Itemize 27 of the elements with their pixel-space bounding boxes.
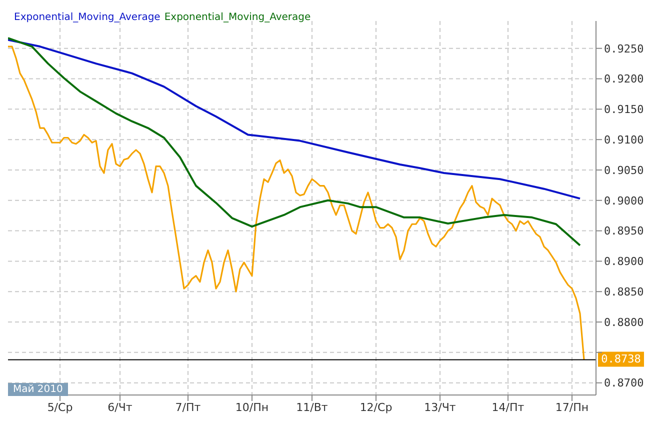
x-tick-label: 12/Ср	[360, 400, 392, 414]
x-tick-label: 10/Пн	[235, 400, 269, 414]
x-tick-label: 17/Пн	[555, 400, 589, 414]
y-tick-label: 0.9150	[604, 103, 644, 116]
y-tick-label: 0.8950	[604, 224, 644, 238]
ref-line-label: 0.8738	[601, 352, 641, 366]
x-tick-label: 13/Чт	[424, 400, 456, 414]
annotation: Май 2010	[8, 383, 68, 396]
y-tick-label: 0.8800	[604, 316, 644, 329]
y-tick-label: 0.9050	[604, 164, 644, 177]
x-tick-label: 11/Вт	[296, 400, 328, 414]
y-tick-label: 0.9100	[604, 133, 644, 146]
y-tick-label: 0.8700	[604, 376, 644, 390]
y-tick-label: 0.9000	[604, 194, 644, 208]
y-tick-label: 0.8900	[604, 255, 644, 268]
line-series	[8, 46, 585, 361]
text: Exponential_Moving_Average	[164, 12, 311, 23]
x-tick-label: 6/Чт	[108, 400, 133, 414]
y-tick-label: 0.9200	[604, 72, 644, 86]
x-tick-label: 14/Пт	[492, 400, 525, 414]
x-tick-label: 7/Пт	[175, 400, 202, 414]
series-label: Exponential_Moving_Average	[14, 12, 160, 23]
line-series	[8, 38, 581, 200]
y-tick-label: 0.9250	[604, 42, 644, 56]
x-tick-label: 5/Ср	[47, 400, 73, 414]
line-series	[8, 37, 581, 246]
y-tick-label: 0.8850	[604, 286, 644, 299]
